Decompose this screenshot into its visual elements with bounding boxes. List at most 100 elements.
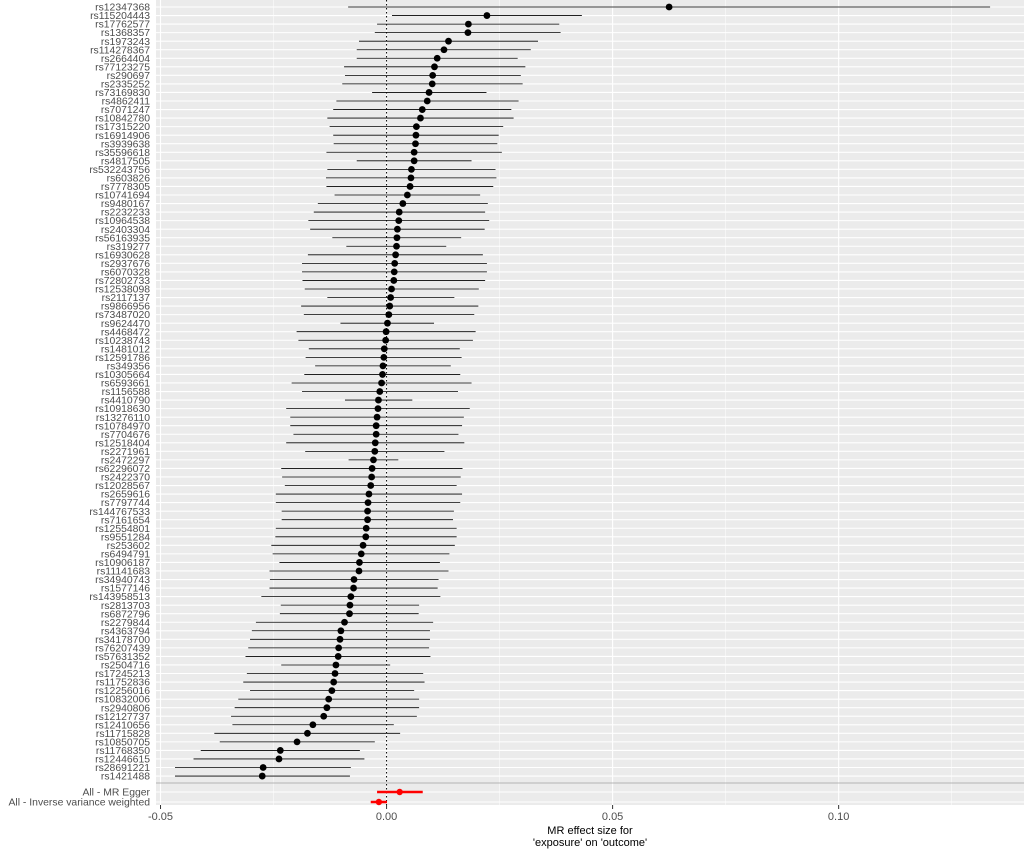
snp-label: rs12256016	[95, 686, 150, 697]
snp-label: rs17315220	[95, 122, 150, 133]
snp-label: rs144767533	[89, 507, 150, 518]
snp-label: rs2422370	[101, 473, 150, 484]
point-estimate	[440, 46, 448, 54]
point-estimate	[665, 3, 673, 11]
point-estimate	[359, 541, 367, 549]
snp-label: rs1421488	[101, 772, 150, 783]
snp-label: rs9551284	[101, 532, 150, 543]
point-estimate	[429, 71, 437, 79]
point-estimate	[328, 687, 336, 694]
x-axis-title-line-1: MR effect size for	[547, 825, 633, 837]
snp-label: rs603826	[107, 174, 151, 185]
snp-label: rs1368357	[101, 28, 150, 39]
snp-label: rs2271961	[101, 447, 150, 458]
point-estimate	[423, 97, 431, 105]
snp-label: rs3939638	[101, 139, 150, 150]
snp-label: rs56163935	[95, 233, 150, 244]
point-estimate	[362, 524, 370, 532]
snp-label: rs4468472	[101, 327, 150, 338]
snp-label: rs319277	[107, 242, 151, 253]
snp-label: rs2504716	[101, 661, 150, 672]
point-estimate	[370, 456, 377, 464]
point-estimate	[385, 311, 393, 319]
snp-label: rs34940743	[95, 575, 150, 586]
snp-label: rs2472297	[101, 455, 150, 466]
point-estimate	[365, 490, 373, 498]
point-estimate	[380, 345, 388, 353]
point-estimate	[336, 635, 344, 643]
point-estimate	[393, 234, 401, 242]
snp-label: rs12127737	[95, 712, 150, 723]
snp-label: rs12518404	[95, 438, 150, 449]
snp-label: rs1577146	[101, 584, 150, 595]
snp-label: rs10842780	[95, 114, 150, 125]
point-estimate	[364, 499, 372, 507]
snp-label: rs2659616	[101, 490, 150, 501]
snp-label: rs73169830	[95, 88, 150, 99]
snp-label: rs7071247	[101, 105, 150, 116]
point-estimate	[412, 140, 419, 148]
snp-label: rs1156588	[102, 387, 151, 398]
snp-label: rs12028567	[95, 481, 150, 492]
point-estimate	[417, 114, 424, 122]
point-estimate	[341, 618, 348, 626]
point-estimate	[325, 695, 333, 703]
snp-label: rs290697	[107, 71, 151, 82]
snp-label: rs9624470	[101, 319, 150, 330]
snp-label: rs6494791	[101, 549, 150, 560]
snp-label: rs4862411	[102, 97, 151, 108]
snp-label: rs28691221	[95, 763, 150, 774]
point-estimate	[331, 670, 339, 677]
x-axis: -0.05 0.00 0.05 0.10	[148, 805, 849, 823]
point-estimate	[375, 396, 382, 404]
snp-label: rs253602	[107, 541, 151, 552]
snp-label: rs10906187	[95, 558, 150, 569]
summary-point-estimate	[396, 788, 403, 796]
snp-label: rs17762577	[95, 20, 150, 31]
point-estimate	[346, 601, 354, 609]
snp-label: rs2937676	[101, 259, 150, 270]
snp-label: rs12591786	[95, 353, 150, 364]
x-tick-label: 0.10	[828, 811, 849, 823]
snp-label: rs2403304	[101, 225, 150, 236]
point-estimate	[410, 157, 418, 165]
snp-label: rs7778305	[101, 182, 150, 193]
point-estimate	[379, 371, 386, 378]
point-estimate	[395, 217, 403, 225]
snp-label: rs16930628	[95, 250, 150, 261]
snp-label: rs11752836	[96, 678, 150, 689]
point-estimate	[378, 379, 385, 387]
point-estimate	[293, 738, 301, 746]
point-estimate	[357, 550, 365, 558]
point-estimate	[387, 294, 395, 301]
snp-label: rs2279844	[101, 618, 150, 629]
point-estimate	[412, 131, 420, 139]
snp-label: rs7797744	[101, 498, 150, 509]
snp-label: rs12446615	[95, 755, 150, 766]
point-estimate	[346, 610, 353, 618]
snp-label: rs10918630	[95, 404, 150, 415]
point-estimate	[393, 242, 400, 250]
snp-label: rs11141683	[97, 567, 151, 578]
plot-panel-background	[156, 0, 1024, 805]
point-estimate	[364, 507, 371, 515]
point-estimate	[373, 413, 381, 421]
x-tick-label: -0.05	[148, 811, 173, 823]
point-estimate	[410, 148, 418, 156]
point-estimate	[356, 559, 363, 566]
snp-label: rs7704676	[101, 430, 150, 441]
snp-label: rs72802733	[95, 276, 150, 287]
snp-label: rs10238743	[95, 336, 150, 347]
point-estimate	[364, 516, 371, 524]
point-estimate	[374, 405, 382, 413]
snp-label: rs12554801	[95, 524, 150, 535]
snp-label: rs143958513	[89, 592, 150, 603]
snp-label: rs1973243	[101, 37, 150, 48]
point-estimate	[259, 764, 267, 771]
snp-label: rs2335252	[101, 80, 150, 91]
point-estimate	[392, 251, 400, 259]
point-estimate	[332, 661, 340, 669]
point-estimate	[320, 712, 328, 720]
snp-label: rs16914906	[95, 131, 150, 142]
